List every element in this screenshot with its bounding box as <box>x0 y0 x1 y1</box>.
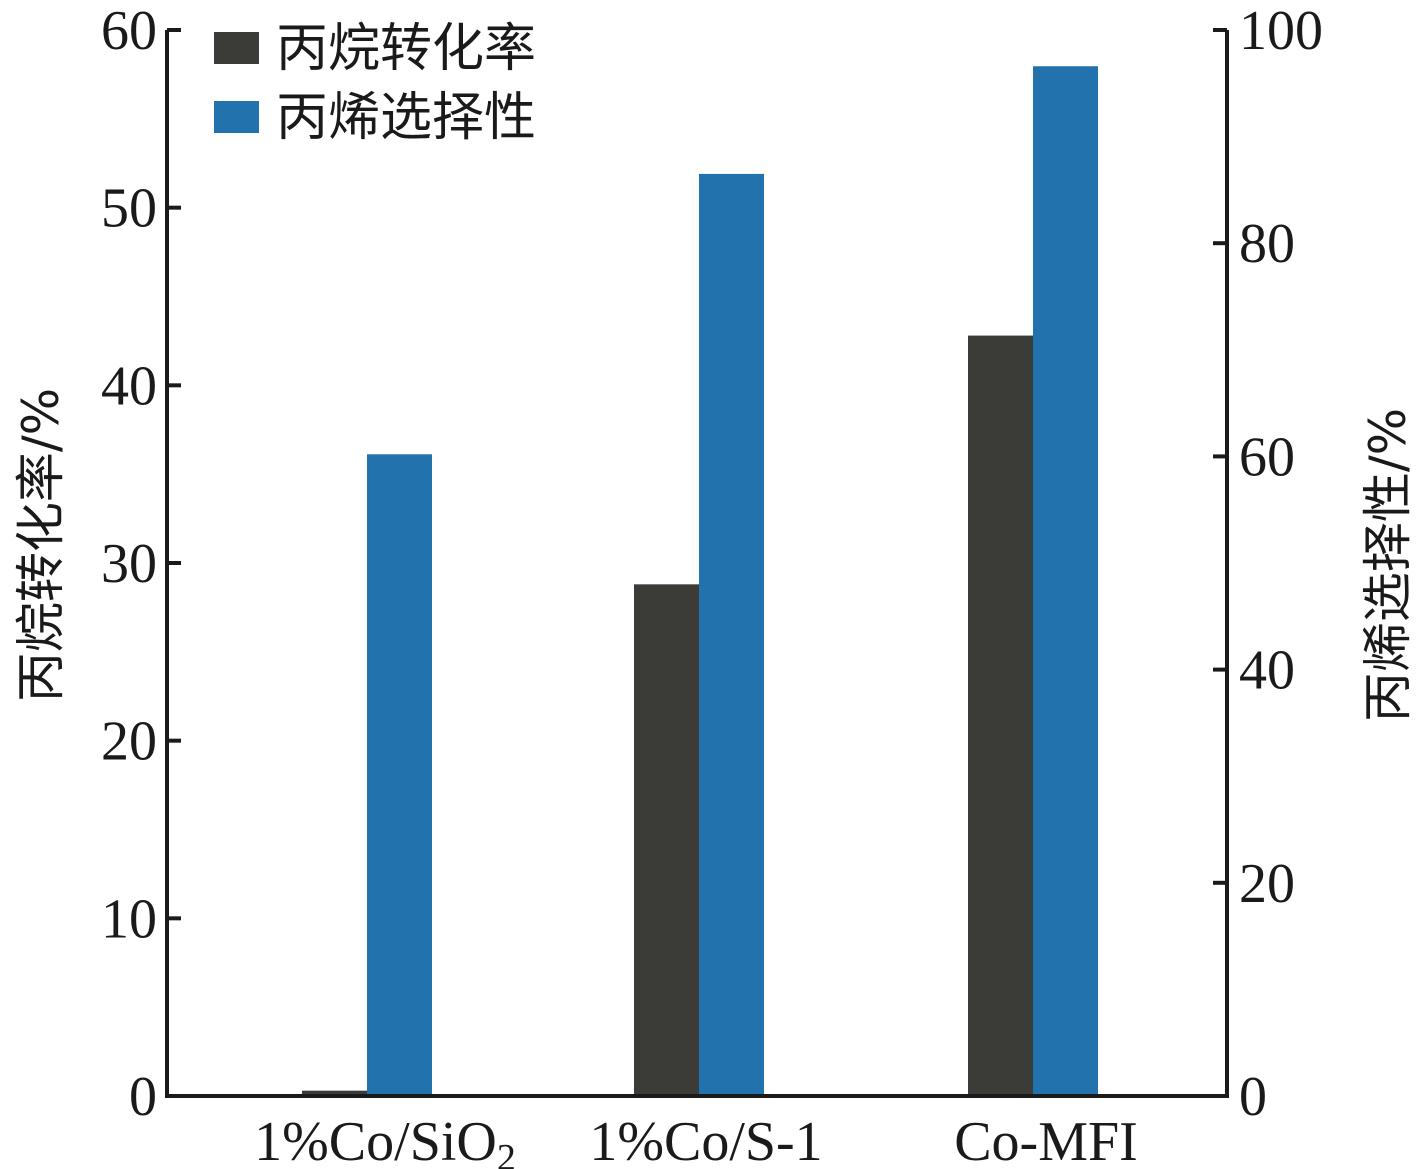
legend-label-1: 丙烷转化率 <box>276 19 536 79</box>
right-tick-label: 80 <box>1239 213 1295 275</box>
legend-swatch-2 <box>214 101 259 133</box>
bars-layer <box>302 66 1098 1096</box>
right-tick-label: 100 <box>1239 0 1323 62</box>
right-tick-label: 40 <box>1239 640 1295 702</box>
bar-selectivity-3 <box>1033 66 1098 1096</box>
legend-swatch-1 <box>214 32 259 64</box>
left-tick-label: 10 <box>101 888 157 950</box>
axes-layer: 0 10 20 30 40 50 60 0 20 40 60 80 100 1%Co/SiO2 1%Co/S… <box>101 0 1323 1169</box>
legend-label-2: 丙烯选择性 <box>276 88 536 148</box>
right-tick-label: 0 <box>1239 1066 1267 1128</box>
right-tick-label: 60 <box>1239 426 1295 488</box>
bar-conversion-2 <box>634 584 699 1096</box>
category-label-2: 1%Co/S-1 <box>589 1111 822 1169</box>
bar-selectivity-2 <box>699 173 764 1096</box>
category-subscript: 2 <box>497 1137 516 1169</box>
left-tick-label: 0 <box>129 1066 157 1128</box>
bar-conversion-3 <box>968 335 1033 1096</box>
left-tick-label: 40 <box>101 355 157 417</box>
bar-selectivity-1 <box>367 454 432 1096</box>
axis-labels: 丙烷转化率/% 丙烯选择性/% <box>12 388 1417 722</box>
right-tick-label: 20 <box>1239 853 1295 915</box>
left-tick-label: 20 <box>101 711 157 773</box>
right-axis-title: 丙烯选择性/% <box>1359 408 1417 722</box>
category-label-1: 1%Co/SiO2 <box>254 1111 516 1169</box>
category-label-3: Co-MFI <box>954 1111 1138 1169</box>
bar-conversion-1 <box>302 1090 367 1096</box>
left-tick-label: 60 <box>101 0 157 62</box>
left-tick-label: 30 <box>101 533 157 595</box>
left-axis-title: 丙烷转化率/% <box>12 388 70 702</box>
left-tick-label: 50 <box>101 178 157 240</box>
